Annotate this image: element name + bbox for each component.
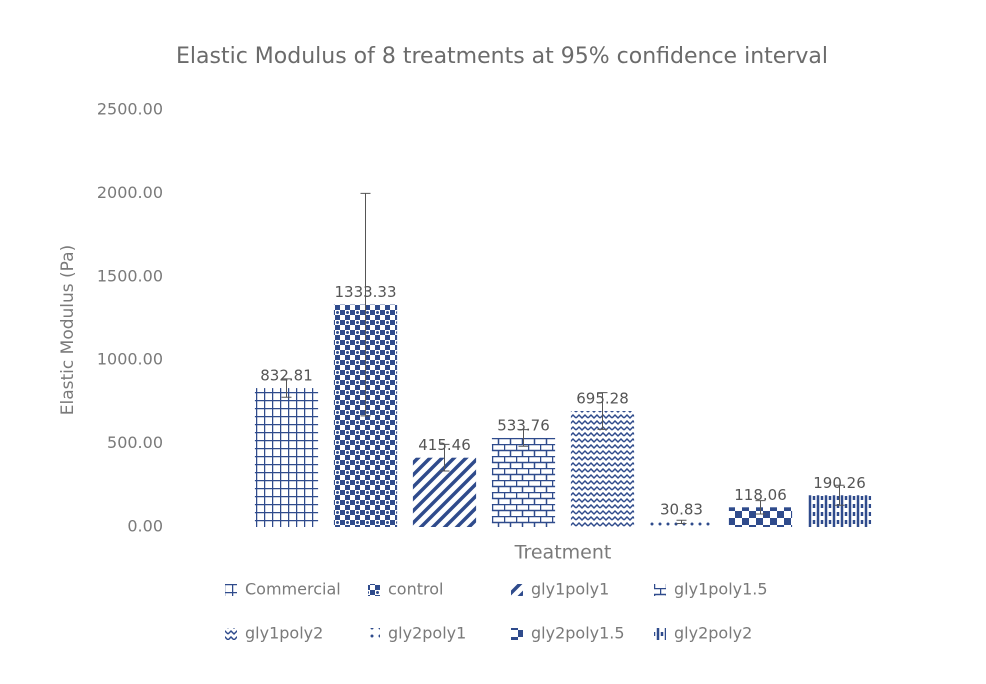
- legend-label: gly2poly1.5: [531, 624, 625, 643]
- y-tick-label: 1500.00: [97, 266, 163, 285]
- legend-label: gly1poly1: [531, 580, 609, 599]
- legend-swatch: [654, 584, 666, 596]
- data-label: 30.83: [660, 500, 703, 518]
- y-tick-label: 500.00: [107, 433, 163, 452]
- chart-title: Elastic Modulus of 8 treatments at 95% c…: [176, 44, 828, 69]
- data-label: 695.28: [576, 390, 629, 408]
- legend-label: gly2poly2: [674, 624, 752, 643]
- bar: [255, 388, 318, 527]
- legend-label: gly1poly2: [245, 624, 323, 643]
- y-axis-title: Elastic Modulus (Pa): [58, 245, 78, 415]
- y-tick-label: 1000.00: [97, 350, 163, 369]
- legend-swatch: [368, 628, 380, 640]
- legend-label: gly1poly1.5: [674, 580, 768, 599]
- y-tick-label: 0.00: [127, 517, 163, 536]
- legend-swatch: [368, 584, 380, 596]
- legend-swatch: [225, 584, 237, 596]
- data-label: 118.06: [734, 486, 787, 504]
- data-label: 533.76: [497, 416, 550, 434]
- legend-label: control: [388, 580, 443, 599]
- legend-swatch: [654, 628, 666, 640]
- legend-swatch: [511, 584, 523, 596]
- y-tick-label: 2000.00: [97, 183, 163, 202]
- legend-swatch: [225, 628, 237, 640]
- data-label: 832.81: [260, 367, 313, 385]
- legend-label: Commercial: [245, 580, 341, 599]
- y-tick-label: 2500.00: [97, 100, 163, 119]
- data-label: 1333.33: [334, 283, 396, 301]
- chart: Elastic Modulus of 8 treatments at 95% c…: [0, 0, 986, 684]
- data-label: 190.26: [813, 474, 866, 492]
- legend-label: gly2poly1: [388, 624, 466, 643]
- x-axis-title: Treatment: [514, 542, 612, 564]
- legend-swatch: [511, 628, 523, 640]
- data-label: 415.46: [418, 436, 471, 454]
- bar: [492, 438, 555, 527]
